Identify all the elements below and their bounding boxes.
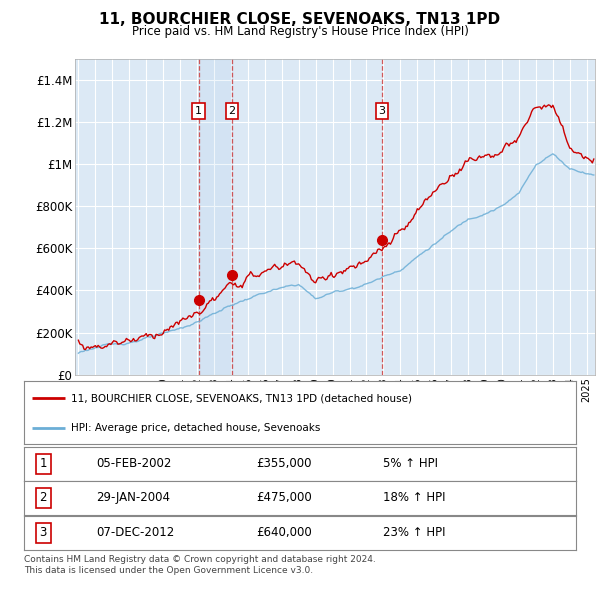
Text: £475,000: £475,000 xyxy=(256,491,311,504)
Text: This data is licensed under the Open Government Licence v3.0.: This data is licensed under the Open Gov… xyxy=(24,566,313,575)
Text: £355,000: £355,000 xyxy=(256,457,311,470)
Bar xyxy=(199,59,232,375)
Text: 29-JAN-2004: 29-JAN-2004 xyxy=(96,491,170,504)
Text: 18% ↑ HPI: 18% ↑ HPI xyxy=(383,491,445,504)
Text: 1: 1 xyxy=(195,106,202,116)
Text: 05-FEB-2002: 05-FEB-2002 xyxy=(96,457,171,470)
Text: £640,000: £640,000 xyxy=(256,526,311,539)
Text: 11, BOURCHIER CLOSE, SEVENOAKS, TN13 1PD: 11, BOURCHIER CLOSE, SEVENOAKS, TN13 1PD xyxy=(100,12,500,27)
Text: 2: 2 xyxy=(229,106,236,116)
Text: 11, BOURCHIER CLOSE, SEVENOAKS, TN13 1PD (detached house): 11, BOURCHIER CLOSE, SEVENOAKS, TN13 1PD… xyxy=(71,393,412,403)
Text: 23% ↑ HPI: 23% ↑ HPI xyxy=(383,526,445,539)
Text: 07-DEC-2012: 07-DEC-2012 xyxy=(96,526,174,539)
Text: Price paid vs. HM Land Registry's House Price Index (HPI): Price paid vs. HM Land Registry's House … xyxy=(131,25,469,38)
Text: Contains HM Land Registry data © Crown copyright and database right 2024.: Contains HM Land Registry data © Crown c… xyxy=(24,555,376,563)
Text: 5% ↑ HPI: 5% ↑ HPI xyxy=(383,457,438,470)
Text: 1: 1 xyxy=(40,457,47,470)
Text: 2: 2 xyxy=(40,491,47,504)
Text: 3: 3 xyxy=(40,526,47,539)
Text: HPI: Average price, detached house, Sevenoaks: HPI: Average price, detached house, Seve… xyxy=(71,423,320,433)
Text: 3: 3 xyxy=(379,106,386,116)
